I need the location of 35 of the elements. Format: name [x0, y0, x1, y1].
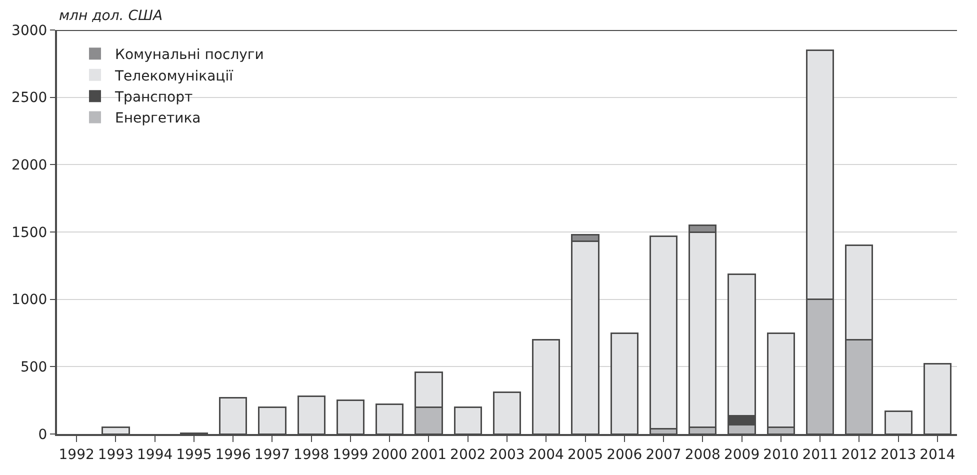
x-tick-label: 1997: [254, 446, 290, 463]
y-tick-label: 500: [20, 360, 48, 376]
y-tick-label: 2500: [12, 90, 48, 106]
y-tick-label: 3000: [12, 22, 48, 39]
y-axis-title: млн дол. США: [59, 8, 163, 24]
x-tick-label: 2004: [528, 446, 564, 463]
x-tick-label: 2001: [410, 446, 447, 463]
legend-label: Комунальні послуги: [115, 47, 264, 64]
x-tick-label: 1994: [137, 446, 173, 463]
legend-label: Транспорт: [114, 90, 193, 106]
x-tick-label: 1996: [215, 446, 251, 463]
y-tick-label: 1500: [12, 224, 48, 241]
x-tick-label: 1999: [332, 446, 368, 463]
y-tick-label: 0: [38, 426, 48, 443]
y-tick-label: 1000: [12, 292, 48, 308]
x-tick-label: 2010: [763, 446, 799, 463]
x-tick-label: 2006: [606, 446, 642, 463]
x-tick-label: 2011: [802, 446, 838, 463]
x-tick-label: 2003: [489, 446, 525, 463]
x-tick-label: 1992: [58, 446, 94, 463]
legend-label: Енергетика: [115, 110, 201, 127]
x-tick-label: 2008: [684, 446, 720, 463]
x-tick-label: 1998: [294, 446, 330, 463]
x-tick-label: 2014: [920, 446, 956, 463]
y-tick-label: 2000: [12, 158, 48, 174]
x-tick-label: 2000: [372, 446, 408, 463]
x-tick-label: 2005: [567, 446, 604, 463]
x-tick-label: 1993: [98, 446, 134, 463]
x-tick-label: 2013: [880, 446, 916, 463]
x-tick-label: 2002: [450, 446, 486, 463]
x-tick-label: 2009: [724, 446, 760, 463]
x-tick-label: 2012: [841, 446, 877, 463]
legend-label: Телекомунікації: [114, 68, 234, 84]
x-tick-label: 2007: [646, 446, 682, 463]
x-tick-label: 1995: [176, 446, 212, 463]
